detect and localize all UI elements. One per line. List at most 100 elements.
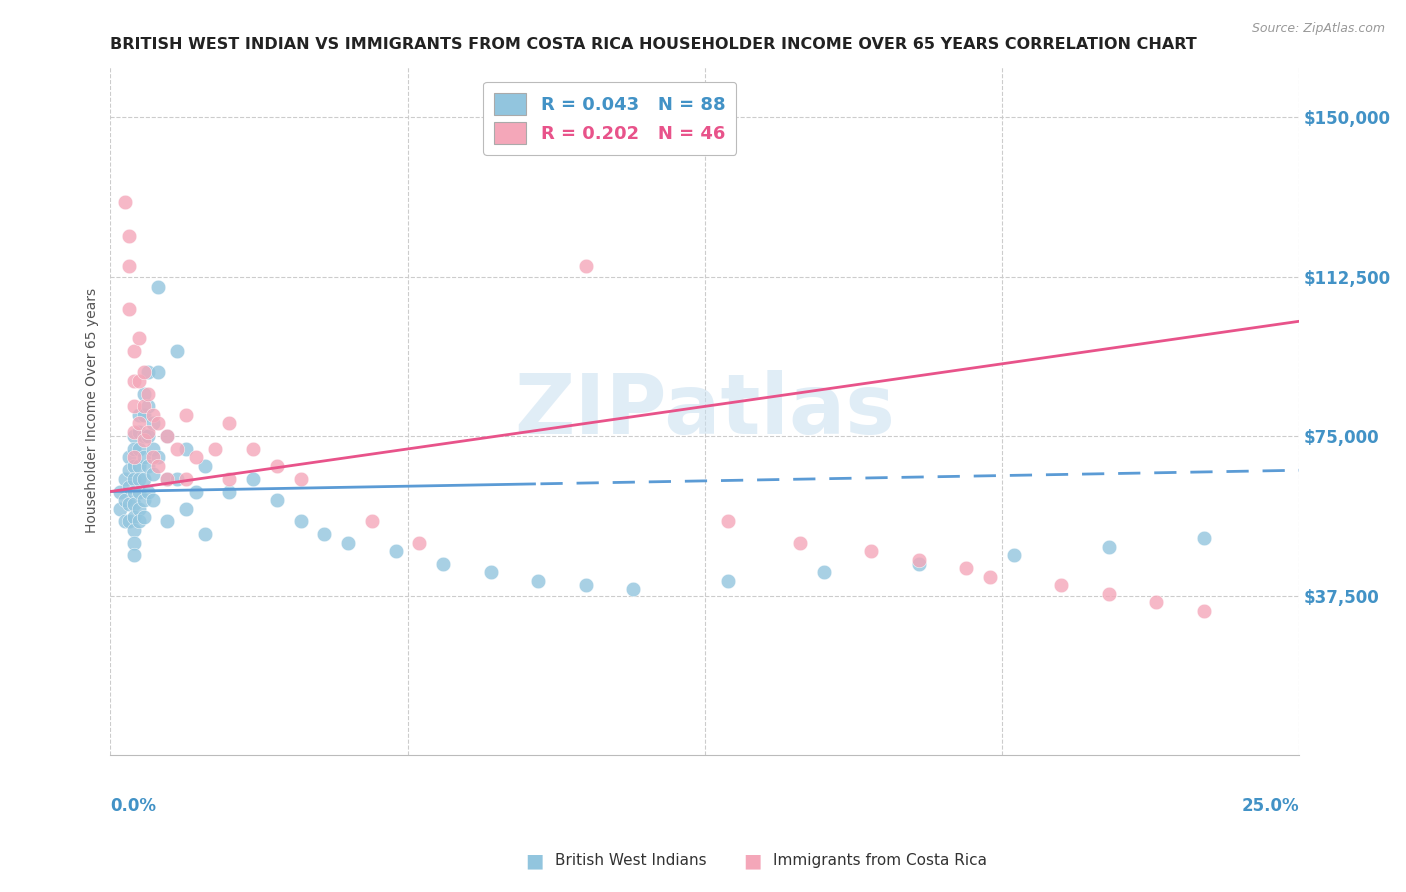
- Point: [142, 442, 165, 456]
- Point: [118, 450, 141, 465]
- Point: [128, 417, 150, 431]
- Point: [337, 535, 360, 549]
- Point: [479, 566, 502, 580]
- Point: [979, 569, 1001, 583]
- Point: [146, 365, 169, 379]
- Point: [955, 561, 977, 575]
- Point: [114, 514, 136, 528]
- Point: [146, 450, 169, 465]
- Point: [138, 429, 160, 443]
- Point: [156, 429, 179, 443]
- Point: [184, 484, 207, 499]
- Point: [218, 484, 240, 499]
- Point: [142, 467, 165, 482]
- Point: [118, 463, 141, 477]
- Point: [266, 493, 288, 508]
- Point: [138, 458, 160, 473]
- Point: [128, 501, 150, 516]
- Point: [907, 552, 929, 566]
- Point: [1098, 587, 1121, 601]
- Point: [717, 574, 740, 588]
- Point: [408, 535, 430, 549]
- Point: [575, 578, 598, 592]
- Point: [1002, 549, 1025, 563]
- Point: [432, 557, 454, 571]
- Point: [813, 566, 835, 580]
- Point: [384, 544, 406, 558]
- Point: [122, 510, 145, 524]
- Point: [527, 574, 550, 588]
- Point: [128, 472, 150, 486]
- Point: [122, 442, 145, 456]
- Point: [132, 510, 155, 524]
- Point: [132, 429, 155, 443]
- Point: [122, 484, 145, 499]
- Point: [122, 497, 145, 511]
- Point: [118, 480, 141, 494]
- Point: [132, 493, 155, 508]
- Point: [166, 442, 188, 456]
- Point: [128, 514, 150, 528]
- Legend: R = 0.043   N = 88, R = 0.202   N = 46: R = 0.043 N = 88, R = 0.202 N = 46: [484, 82, 737, 155]
- Point: [114, 195, 136, 210]
- Point: [361, 514, 384, 528]
- Point: [118, 229, 141, 244]
- Point: [138, 425, 160, 439]
- Point: [176, 472, 198, 486]
- Point: [128, 408, 150, 422]
- Point: [218, 472, 240, 486]
- Point: [146, 280, 169, 294]
- Point: [156, 514, 179, 528]
- Point: [128, 331, 150, 345]
- Point: [122, 425, 145, 439]
- Point: [204, 442, 226, 456]
- Y-axis label: Householder Income Over 65 years: Householder Income Over 65 years: [86, 288, 100, 533]
- Point: [218, 417, 240, 431]
- Point: [575, 259, 598, 273]
- Point: [166, 472, 188, 486]
- Text: ZIPatlas: ZIPatlas: [515, 370, 896, 451]
- Point: [621, 582, 644, 597]
- Text: ■: ■: [524, 851, 544, 871]
- Point: [122, 523, 145, 537]
- Point: [128, 374, 150, 388]
- Point: [266, 458, 288, 473]
- Text: 0.0%: 0.0%: [111, 797, 156, 814]
- Point: [1192, 604, 1215, 618]
- Point: [122, 549, 145, 563]
- Point: [132, 400, 155, 414]
- Point: [132, 472, 155, 486]
- Point: [128, 442, 150, 456]
- Point: [142, 417, 165, 431]
- Point: [142, 493, 165, 508]
- Point: [1144, 595, 1167, 609]
- Point: [194, 458, 217, 473]
- Point: [118, 497, 141, 511]
- Point: [717, 514, 740, 528]
- Point: [122, 472, 145, 486]
- Point: [132, 434, 155, 448]
- Point: [132, 450, 155, 465]
- Point: [128, 425, 150, 439]
- Point: [194, 527, 217, 541]
- Point: [142, 408, 165, 422]
- Point: [138, 386, 160, 401]
- Point: [118, 514, 141, 528]
- Point: [242, 472, 264, 486]
- Point: [156, 472, 179, 486]
- Point: [122, 458, 145, 473]
- Point: [146, 417, 169, 431]
- Text: Immigrants from Costa Rica: Immigrants from Costa Rica: [773, 854, 987, 868]
- Point: [132, 365, 155, 379]
- Point: [242, 442, 264, 456]
- Point: [122, 535, 145, 549]
- Point: [122, 344, 145, 359]
- Point: [114, 493, 136, 508]
- Point: [176, 501, 198, 516]
- Point: [132, 408, 155, 422]
- Text: Source: ZipAtlas.com: Source: ZipAtlas.com: [1251, 22, 1385, 36]
- Point: [128, 484, 150, 499]
- Point: [142, 450, 165, 465]
- Point: [789, 535, 811, 549]
- Point: [118, 259, 141, 273]
